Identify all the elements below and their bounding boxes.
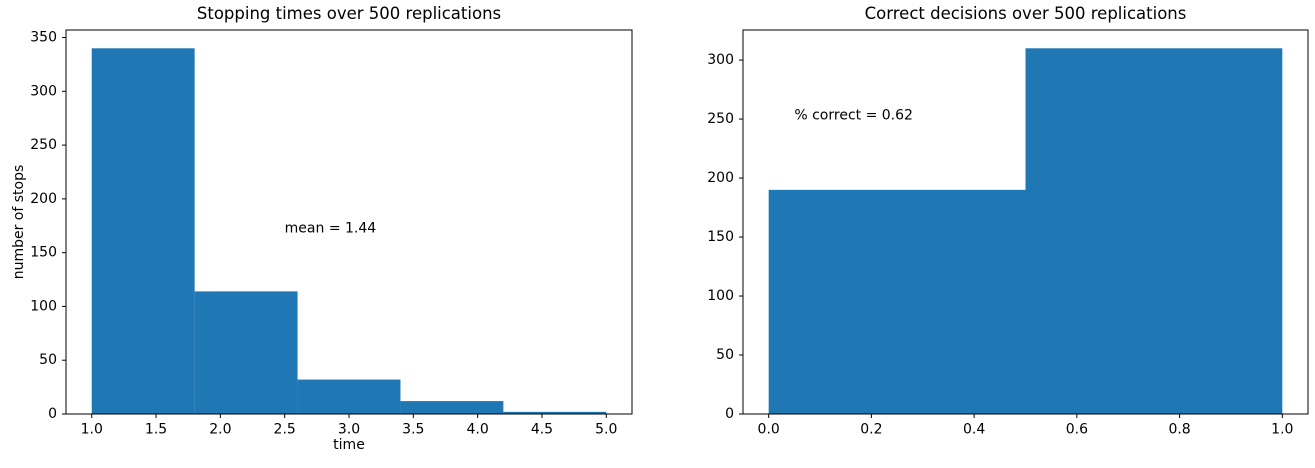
y-tick-label: 350 bbox=[30, 30, 57, 46]
y-tick-label: 300 bbox=[30, 83, 57, 99]
x-tick-label: 0.8 bbox=[1168, 422, 1190, 438]
y-tick-label: 100 bbox=[707, 288, 734, 304]
y-tick-label: 0 bbox=[725, 406, 734, 422]
y-tick-label: 0 bbox=[48, 406, 57, 422]
y-tick-label: 50 bbox=[716, 347, 734, 363]
x-tick-label: 0.6 bbox=[1066, 422, 1088, 438]
histogram-bar bbox=[1025, 48, 1283, 415]
axes-spines bbox=[742, 29, 1309, 415]
x-tick-label: 2.0 bbox=[209, 422, 231, 438]
x-tick-label: 1.0 bbox=[1271, 422, 1293, 438]
y-tick-label: 200 bbox=[30, 191, 57, 207]
histogram-bar bbox=[400, 401, 504, 414]
left-chart-annotation: mean = 1.44 bbox=[284, 220, 377, 237]
y-tick-label: 300 bbox=[707, 52, 734, 68]
y-tick-label: 250 bbox=[707, 111, 734, 127]
right-chart: 0.0 0.2 0.4 0.6 0.8 1.0 0 50 100 150 200 250 300 bbox=[707, 29, 1309, 438]
x-tick-label: 0.4 bbox=[963, 422, 985, 438]
left-chart-xlabel: time bbox=[333, 437, 365, 453]
x-tick-label: 0.0 bbox=[758, 422, 780, 438]
x-tick-label: 3.0 bbox=[338, 422, 360, 438]
y-tick-label: 150 bbox=[30, 245, 57, 261]
histogram-bar bbox=[503, 411, 607, 414]
x-tick-label: 4.5 bbox=[531, 422, 553, 438]
x-tick-label: 0.2 bbox=[860, 422, 882, 438]
x-tick-label: 1.0 bbox=[81, 422, 103, 438]
left-chart-title: Stopping times over 500 replications bbox=[196, 4, 502, 23]
histogram-bar bbox=[297, 379, 401, 414]
y-tick-label: 250 bbox=[30, 137, 57, 153]
y-tick-label: 200 bbox=[707, 170, 734, 186]
right-chart-annotation: % correct = 0.62 bbox=[794, 107, 913, 124]
x-tick-label: 2.5 bbox=[274, 422, 296, 438]
histogram-bar bbox=[768, 189, 1026, 414]
x-tick-label: 1.5 bbox=[145, 422, 167, 438]
histogram-bar bbox=[194, 291, 298, 414]
left-chart: 1.0 1.5 2.0 2.5 3.0 3.5 4.0 4.5 5.0 0 50 100 150 200 2… bbox=[30, 29, 633, 438]
x-tick-label: 4.0 bbox=[467, 422, 489, 438]
y-tick-label: 50 bbox=[39, 352, 57, 368]
y-tick-label: 100 bbox=[30, 298, 57, 314]
right-chart-title: Correct decisions over 500 replications bbox=[864, 4, 1187, 23]
left-chart-ylabel: number of stops bbox=[11, 164, 27, 280]
histogram-bar bbox=[91, 48, 195, 415]
x-tick-label: 3.5 bbox=[402, 422, 424, 438]
y-tick-label: 150 bbox=[707, 229, 734, 245]
x-tick-label: 5.0 bbox=[595, 422, 617, 438]
